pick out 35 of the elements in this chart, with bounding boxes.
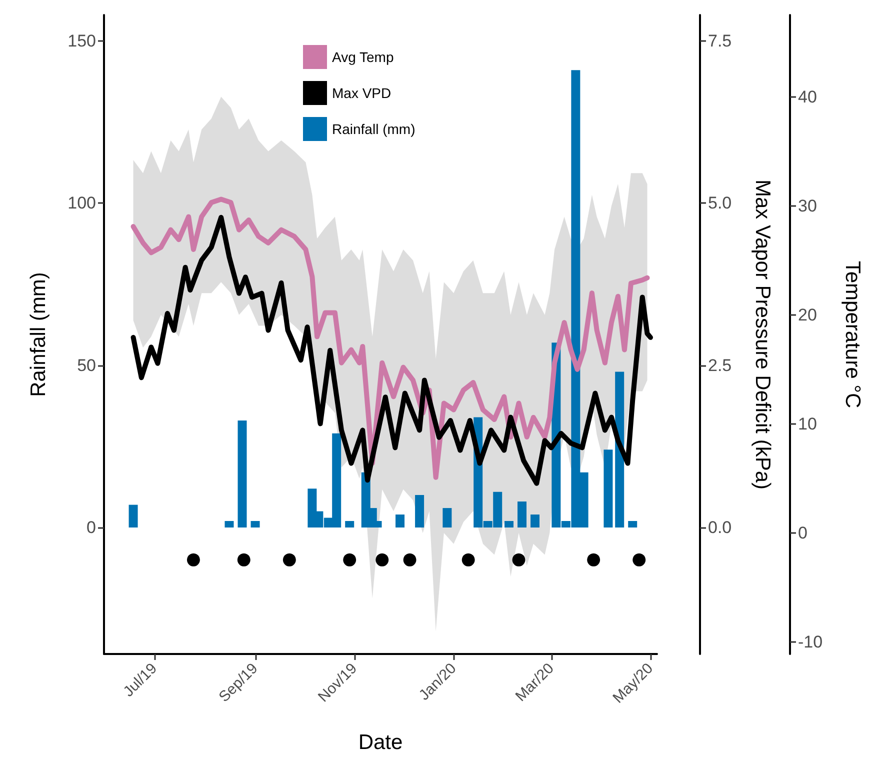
bar — [530, 514, 540, 528]
y2-tick-label: 5.0 — [708, 194, 732, 213]
bar — [504, 521, 514, 528]
y-tick-label: 100 — [68, 194, 96, 213]
y3-tick-label: 10 — [798, 414, 817, 434]
legend-label: Rainfall (mm) — [332, 121, 416, 137]
bar — [442, 508, 452, 528]
y3-tick-label: -10 — [798, 632, 823, 652]
legend-label: Avg Temp — [332, 49, 394, 65]
y-tick-label: 150 — [68, 31, 96, 50]
y2-tick-label: 0.0 — [708, 518, 732, 537]
y-tick-label: 50 — [77, 356, 96, 375]
legend-label: Max VPD — [332, 85, 392, 101]
bar — [415, 495, 424, 528]
y2-axis-title: Max Vapor Pressure Deficit (kPa) — [751, 179, 774, 490]
y-tick-label: 0 — [86, 518, 96, 537]
bar — [518, 502, 527, 528]
bar — [604, 450, 613, 528]
y-axis-title: Rainfall (mm) — [27, 272, 50, 397]
y3-tick-label: 40 — [798, 87, 817, 106]
bar — [250, 521, 260, 528]
y2-tick-label: 7.5 — [708, 31, 732, 50]
y3-tick-label: 30 — [798, 196, 817, 216]
bar — [615, 372, 624, 528]
bar — [345, 521, 354, 528]
bar — [628, 521, 638, 528]
y3-tick-label: 0 — [798, 523, 808, 542]
y2-tick-label: 2.5 — [708, 356, 732, 375]
bar — [238, 420, 247, 528]
bar — [128, 504, 138, 528]
y3-tick-label: 20 — [798, 305, 817, 324]
bar — [396, 514, 405, 528]
x-axis-title: Date — [358, 731, 403, 754]
y3-axis-title: Temperature °C — [841, 260, 864, 408]
bar — [224, 521, 234, 528]
